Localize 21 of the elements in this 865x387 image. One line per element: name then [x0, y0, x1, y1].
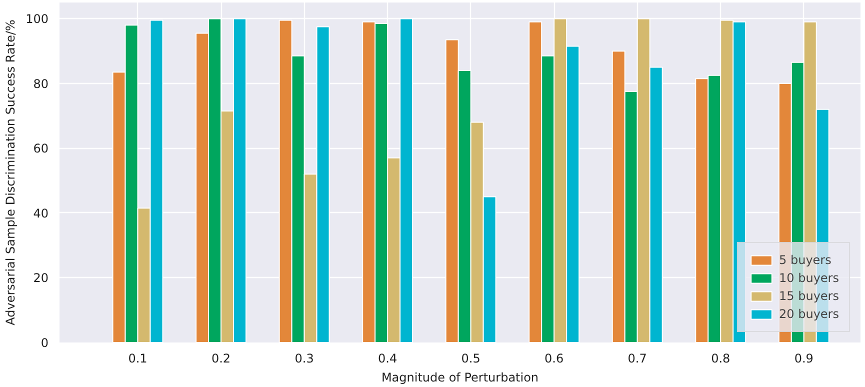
x-tick-label: 0.7 — [628, 352, 647, 366]
y-tick-label: 60 — [33, 142, 49, 156]
x-tick-label: 0.1 — [128, 352, 148, 366]
x-tick-label: 0.5 — [461, 352, 480, 366]
legend-label: 20 buyers — [779, 307, 839, 321]
y-tick-label: 20 — [33, 271, 49, 286]
x-axis-title: Magnitude of Perturbation — [381, 370, 539, 384]
x-tick-label: 0.3 — [294, 352, 314, 366]
x-tick-label: 0.8 — [711, 352, 730, 366]
legend-label: 5 buyers — [779, 253, 832, 267]
y-tick-label: 80 — [33, 76, 49, 91]
x-tick-label: 0.6 — [544, 352, 564, 366]
y-tick-label: 40 — [33, 206, 49, 220]
legend-label: 10 buyers — [779, 271, 839, 285]
y-tick-label: 0 — [40, 336, 49, 350]
x-tick-label: 0.4 — [378, 352, 398, 366]
legend-label: 15 buyers — [779, 289, 839, 303]
y-tick-label: 100 — [26, 12, 48, 26]
x-tick-label: 0.2 — [211, 352, 231, 366]
x-tick-label: 0.9 — [794, 352, 814, 366]
y-axis-title: Adversarial Sample Discrimination Success Rate/% — [4, 20, 18, 326]
